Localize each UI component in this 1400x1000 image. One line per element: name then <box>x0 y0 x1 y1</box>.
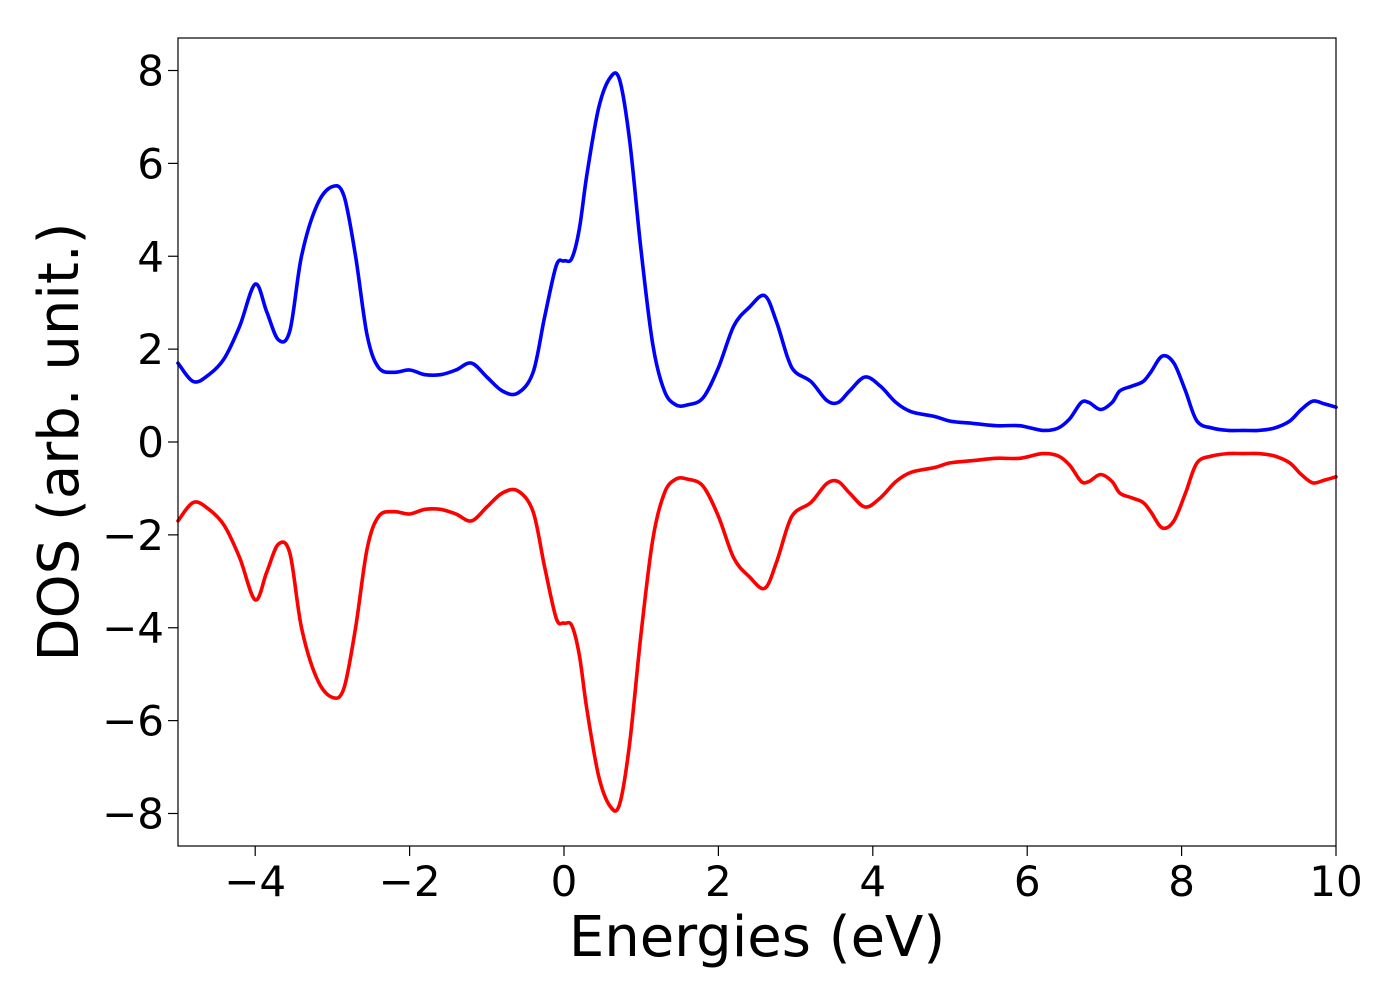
series-line-positive <box>176 71 1338 433</box>
x-axis-label: Energies (eV) <box>569 905 945 970</box>
x-tick-label: −2 <box>379 857 441 906</box>
y-tick-label: 6 <box>137 139 164 188</box>
y-tick-label: 4 <box>137 232 164 281</box>
y-axis: 8 6 4 2 0 −2 −4 −6 −8 <box>102 47 178 838</box>
x-tick-label: 2 <box>705 857 732 906</box>
y-tick-label: 8 <box>137 47 164 96</box>
y-tick-label: 2 <box>137 325 164 374</box>
x-tick-label: −4 <box>224 857 286 906</box>
y-tick-label: 0 <box>137 418 164 467</box>
y-tick-label: −2 <box>102 511 164 560</box>
x-tick-label: 6 <box>1014 857 1041 906</box>
x-tick-label: 8 <box>1168 857 1195 906</box>
y-tick-label: −6 <box>102 697 164 746</box>
series-layer <box>176 71 1338 813</box>
x-tick-label: 10 <box>1309 857 1362 906</box>
series-line-negative <box>176 451 1338 813</box>
x-axis: −4 −2 0 2 4 6 8 10 <box>224 846 1363 906</box>
y-tick-label: −8 <box>102 789 164 838</box>
y-axis-label: DOS (arb. unit.) <box>27 222 92 661</box>
x-tick-label: 0 <box>551 857 578 906</box>
y-tick-label: −4 <box>102 604 164 653</box>
x-tick-label: 4 <box>859 857 886 906</box>
plot-frame <box>177 37 1337 847</box>
